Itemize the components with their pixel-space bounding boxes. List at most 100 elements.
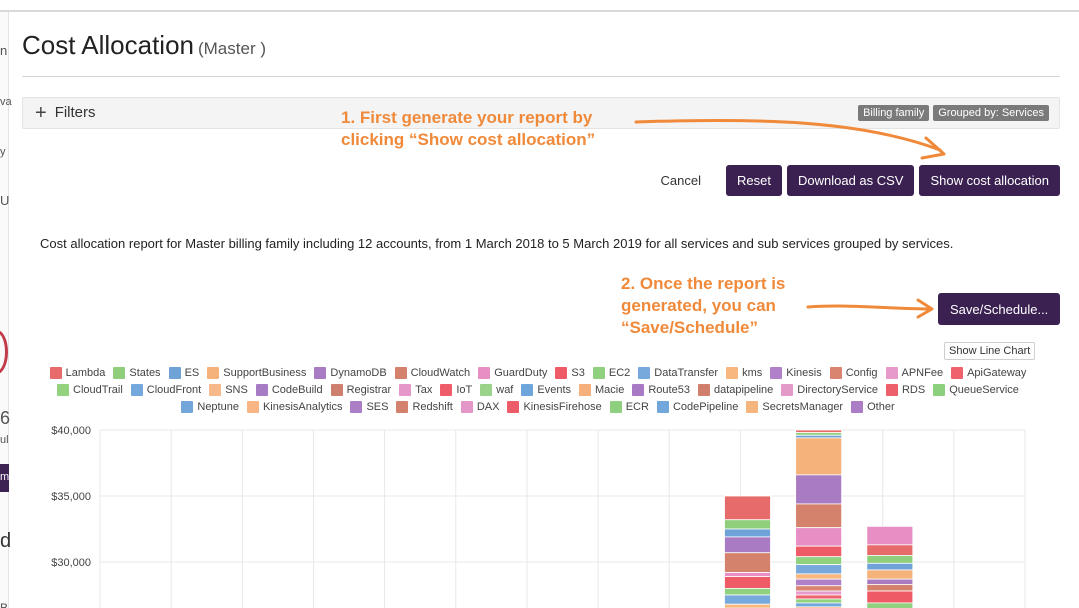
show-cost-allocation-button[interactable]: Show cost allocation — [919, 165, 1060, 196]
legend-item[interactable]: KinesisAnalytics — [246, 401, 342, 413]
legend-item[interactable]: waf — [480, 384, 513, 396]
show-line-chart-button[interactable]: Show Line Chart — [944, 342, 1036, 360]
bar-segment — [795, 474, 843, 505]
legend-swatch — [507, 401, 520, 413]
legend-swatch — [609, 401, 622, 413]
legend-item[interactable]: Lambda — [49, 367, 105, 379]
legend-label: Registrar — [346, 384, 392, 396]
save-schedule-button[interactable]: Save/Schedule... — [938, 293, 1061, 325]
page-title: Cost Allocation (Master ) — [22, 30, 266, 61]
sidebar-fragment: m — [0, 471, 10, 483]
report-actions: Cancel Reset Download as CSV Show cost a… — [661, 165, 1060, 196]
download-csv-button[interactable]: Download as CSV — [786, 165, 915, 196]
legend-label: GuardDuty — [494, 367, 548, 379]
legend-swatch — [656, 401, 669, 413]
bar-segment — [795, 437, 843, 476]
bar-segment — [795, 598, 843, 604]
legend-item[interactable]: DataTransfer — [638, 367, 718, 379]
y-tick-label: $35,000 — [51, 491, 91, 503]
legend-item[interactable]: Other — [851, 401, 895, 413]
legend-item[interactable]: DirectoryService — [781, 384, 878, 396]
sidebar-active-item[interactable]: m — [0, 464, 9, 492]
legend-label: DataTransfer — [654, 367, 719, 379]
legend-item[interactable]: CloudWatch — [394, 367, 470, 379]
legend-item[interactable]: datapipeline — [697, 384, 774, 396]
annotation-second-step: 2. Once the report is generated, you can… — [621, 273, 785, 339]
legend-item[interactable]: CodePipeline — [656, 401, 739, 413]
legend-label: datapipeline — [713, 384, 774, 396]
legend-label: Tax — [415, 384, 433, 396]
bar-segment — [724, 594, 771, 605]
bar-segment — [795, 564, 843, 575]
legend-item[interactable]: SNS — [209, 384, 248, 396]
legend-item[interactable]: Kinesis — [770, 367, 822, 379]
legend-item[interactable]: Config — [829, 367, 878, 379]
legend-swatch — [460, 401, 473, 413]
legend-item[interactable]: Registrar — [330, 384, 392, 396]
bar-segment — [866, 602, 914, 608]
legend-label: Config — [845, 367, 878, 379]
legend-item[interactable]: Neptune — [181, 401, 239, 413]
legend-swatch — [592, 367, 605, 379]
legend-item[interactable]: EC2 — [592, 367, 631, 379]
legend-item[interactable]: CodeBuild — [255, 384, 323, 396]
annotation-line: 1. First generate your report by — [341, 108, 593, 127]
filters-toggle[interactable]: + Filters — [35, 101, 96, 124]
annotation-line: 2. Once the report is — [621, 274, 786, 293]
legend-label: S3 — [571, 367, 585, 379]
legend-label: CodePipeline — [672, 401, 739, 413]
legend-item[interactable]: ApiGateway — [951, 367, 1026, 379]
legend-item[interactable]: Tax — [399, 384, 432, 396]
legend-label: SES — [366, 401, 389, 413]
legend-swatch — [829, 367, 842, 379]
plus-icon: + — [35, 101, 47, 124]
annotation-line: generated, you can — [621, 296, 776, 315]
legend-label: DAX — [476, 401, 500, 413]
legend-item[interactable]: Route53 — [632, 384, 690, 396]
legend-item[interactable]: CloudTrail — [57, 384, 123, 396]
bar-segment — [866, 584, 914, 592]
legend-item[interactable]: IoT — [440, 384, 472, 396]
legend-label: Events — [537, 384, 572, 396]
legend-item[interactable]: SupportBusiness — [207, 367, 306, 379]
legend-item[interactable]: SecretsManager — [746, 401, 843, 413]
bar-segment — [795, 594, 843, 600]
legend-item[interactable]: Events — [521, 384, 571, 396]
legend-item[interactable]: KinesisFirehose — [507, 401, 602, 413]
bar-segment — [795, 602, 843, 608]
bar-segment — [866, 590, 914, 604]
legend-item[interactable]: CloudFront — [130, 384, 201, 396]
legend-item[interactable]: kms — [726, 367, 762, 379]
legend-item[interactable]: Macie — [579, 384, 624, 396]
bar-segment — [795, 556, 843, 566]
reset-button[interactable]: Reset — [726, 165, 782, 196]
legend-swatch — [726, 367, 739, 379]
legend-item[interactable]: SES — [350, 401, 388, 413]
legend-label: EC2 — [608, 367, 631, 379]
legend-swatch — [440, 384, 453, 396]
legend-swatch — [933, 384, 946, 396]
legend-item[interactable]: S3 — [555, 367, 585, 379]
legend-swatch — [851, 401, 864, 413]
legend-swatch — [521, 384, 534, 396]
bar-segment — [724, 528, 771, 538]
legend-item[interactable]: States — [113, 367, 161, 379]
legend-item[interactable]: DynamoDB — [314, 367, 387, 379]
legend-item[interactable]: Redshift — [396, 401, 453, 413]
legend-item[interactable]: GuardDuty — [478, 367, 547, 379]
legend-item[interactable]: APNFee — [885, 367, 943, 379]
legend-label: CloudTrail — [73, 384, 123, 396]
legend-item[interactable]: ES — [168, 367, 199, 379]
legend-item[interactable]: RDS — [885, 384, 925, 396]
legend-item[interactable]: QueueService — [933, 384, 1019, 396]
legend-item[interactable]: ECR — [609, 401, 649, 413]
bar-segment — [724, 572, 771, 577]
cancel-button[interactable]: Cancel — [661, 173, 721, 188]
legend-item[interactable]: DAX — [460, 401, 500, 413]
bar-segment — [866, 569, 914, 580]
legend-swatch — [130, 384, 143, 396]
legend-swatch — [781, 384, 794, 396]
page-title-text: Cost Allocation — [22, 30, 194, 60]
bar-segment — [724, 588, 771, 596]
bar-segment — [866, 555, 914, 564]
